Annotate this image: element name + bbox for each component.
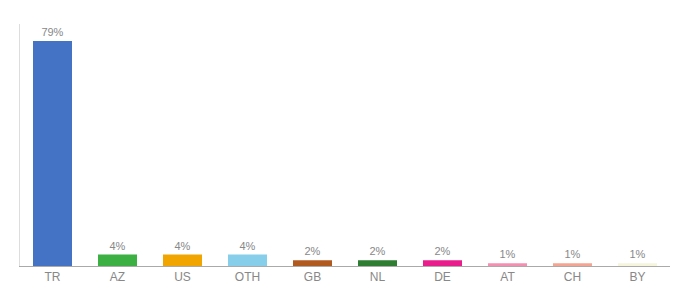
svg-text:1%: 1% — [629, 248, 645, 260]
svg-text:NL: NL — [370, 270, 386, 284]
svg-text:2%: 2% — [434, 245, 450, 257]
svg-text:79%: 79% — [41, 26, 63, 38]
svg-text:4%: 4% — [174, 240, 190, 252]
svg-text:OTH: OTH — [235, 270, 260, 284]
svg-text:AZ: AZ — [110, 270, 125, 284]
svg-text:2%: 2% — [304, 245, 320, 257]
svg-text:GB: GB — [304, 270, 321, 284]
svg-text:1%: 1% — [499, 248, 515, 260]
svg-text:1%: 1% — [564, 248, 580, 260]
svg-text:4%: 4% — [239, 240, 255, 252]
svg-text:AT: AT — [500, 270, 515, 284]
svg-text:4%: 4% — [109, 240, 125, 252]
svg-text:US: US — [174, 270, 191, 284]
svg-text:CH: CH — [564, 270, 581, 284]
svg-text:TR: TR — [45, 270, 61, 284]
svg-text:BY: BY — [629, 270, 645, 284]
svg-text:DE: DE — [434, 270, 451, 284]
svg-text:2%: 2% — [369, 245, 385, 257]
